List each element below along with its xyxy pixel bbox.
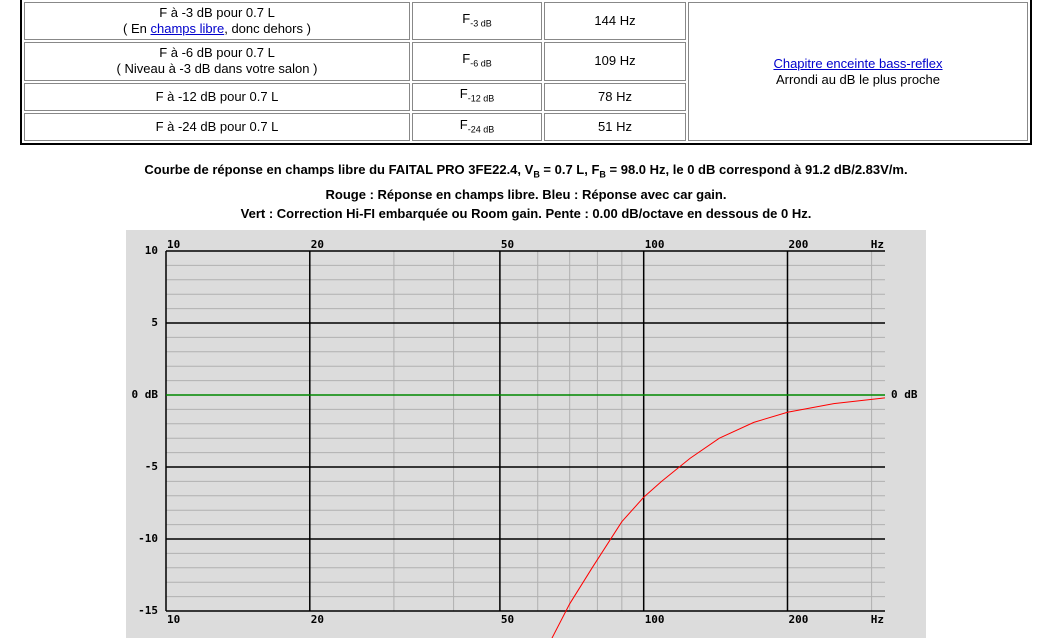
x-tick-label: 20 [311,613,324,626]
cell: F-3 dB [412,2,542,41]
sub: -24 dB [467,124,495,135]
x-tick-label: 20 [311,238,324,251]
caption: Courbe de réponse en champs libre du FAI… [0,160,1047,223]
chart: 10 10 20 20 50 50 100 100 200 200 Hz Hz 10 5 0 dB 0 dB -… [126,230,926,638]
x-tick-label: 50 [501,613,514,626]
y-tick-label: -10 [138,532,158,545]
sub: -3 dB [470,18,492,29]
label: F à -3 dB pour 0.7 L [159,5,275,21]
cell: F à -6 dB pour 0.7 L( Niveau à -3 dB dan… [24,42,410,81]
cell: 78 Hz [544,82,686,111]
symbol: F [459,86,468,102]
cell: 109 Hz [544,42,686,81]
symbol: F [462,10,471,26]
cell: 51 Hz [544,112,686,141]
cell: F-24 dB [412,112,542,141]
x-tick-label: 50 [501,238,514,251]
y-tick-label: -15 [138,604,158,617]
y-tick-label: 10 [145,244,158,257]
note: ( En [123,21,151,37]
note: ( Niveau à -3 dB dans votre salon ) [116,61,318,77]
sub: -6 dB [470,58,492,69]
sub: B [533,169,540,180]
cell: F à -3 dB pour 0.7 L ( En champs libre, d… [24,2,410,41]
caption-line: Courbe de réponse en champs libre du FAI… [0,160,1047,185]
x-tick-label: 10 [167,238,180,251]
label: F à -6 dB pour 0.7 L [159,45,275,61]
cell: 144 Hz [544,2,686,41]
caption-line: Rouge : Réponse en champs libre. Bleu : … [325,186,727,202]
x-tick-label: 10 [167,613,180,626]
text: Arrondi au dB le plus proche [775,71,941,87]
y-tick-label: 5 [151,316,158,329]
text: = 98.0 Hz, le 0 dB correspond à 91.2 dB/… [605,162,908,177]
y-tick-label: 0 dB [132,388,159,401]
cell: Chapitre enceinte bass-reflex Arrondi au … [688,2,1028,141]
symbol: F [459,116,468,132]
cell: F à -12 dB pour 0.7 L [24,82,410,111]
x-tick-label: 100 [645,238,665,251]
x-tick-label: 200 [788,613,808,626]
text: = 0.7 L, F [539,162,600,177]
y-tick-label: -5 [145,460,158,473]
sub: B [599,169,606,180]
caption-line: Vert : Correction Hi-FI embarquée ou Roo… [240,205,812,221]
sub: -12 dB [467,93,495,104]
cell: F-12 dB [412,82,542,111]
chart-bg [126,230,926,638]
series-line [551,397,885,638]
y-tick-label-right: 0 dB [891,388,918,401]
x-unit: Hz [871,613,884,626]
x-tick-label: 200 [788,238,808,251]
spec-table: F à -3 dB pour 0.7 L ( En champs libre, d… [20,0,1032,145]
symbol: F [462,51,471,67]
text: Courbe de réponse en champs libre du FAI… [144,162,534,177]
link[interactable]: champs libre [150,21,225,37]
x-unit: Hz [871,238,884,251]
link[interactable]: Chapitre enceinte bass-reflex [773,55,943,71]
x-tick-label: 100 [645,613,665,626]
note: , donc dehors ) [224,21,311,37]
cell: F-6 dB [412,42,542,81]
cell: F à -24 dB pour 0.7 L [24,112,410,141]
